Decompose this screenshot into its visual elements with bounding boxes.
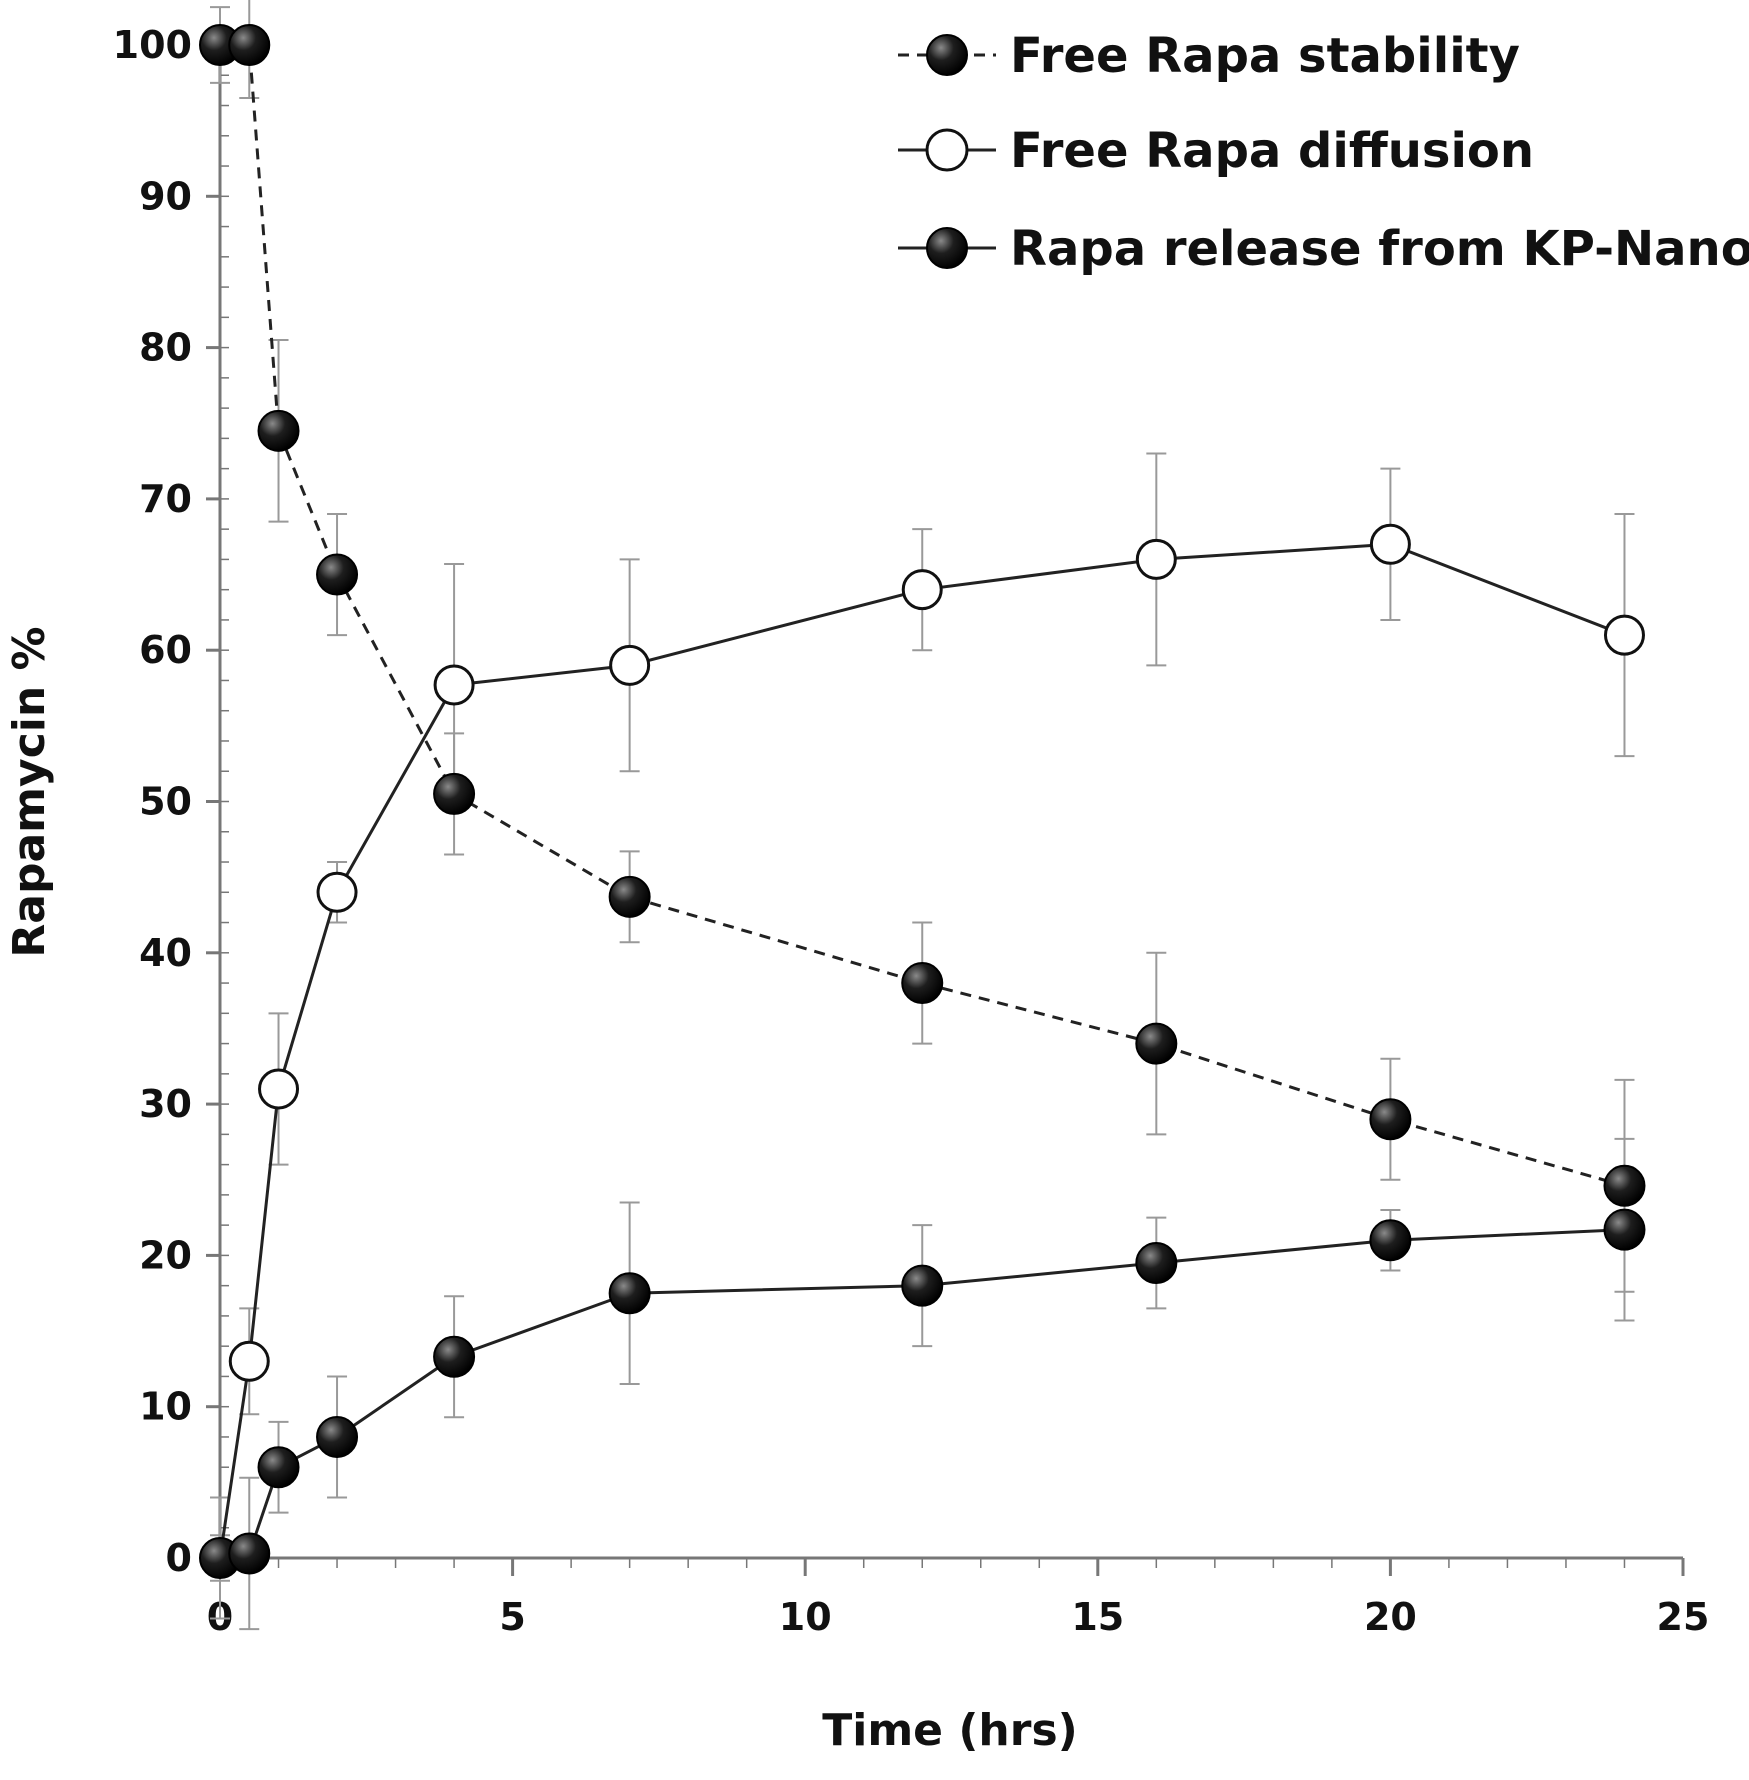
y-tick-label: 40 [139, 931, 192, 975]
legend-marker-open [925, 128, 969, 172]
series-line-free-rapa-diffusion [218, 542, 1626, 1559]
y-tick-label: 70 [139, 477, 192, 521]
point-rapa-release-from-kp-nano [1135, 1241, 1178, 1284]
point-rapa-release-from-kp-nano [257, 1446, 300, 1489]
x-tick-label: 10 [779, 1595, 832, 1639]
y-tick-label: 60 [139, 628, 192, 672]
legend-marker-filled [926, 227, 968, 269]
point-free-rapa-diffusion [433, 664, 475, 706]
point-rapa-release-from-kp-nano [901, 1264, 944, 1307]
data-points [199, 24, 1646, 1579]
x-tick-label: 5 [499, 1595, 525, 1639]
point-free-rapa-stability [316, 553, 359, 596]
point-free-rapa-diffusion [316, 871, 358, 913]
y-tick-label: 100 [113, 23, 192, 67]
y-tick-label: 0 [166, 1536, 192, 1580]
point-free-rapa-diffusion [258, 1068, 300, 1110]
y-axis-title: Rapamycin % [4, 626, 55, 957]
x-tick-label: 20 [1364, 1595, 1417, 1639]
legend-entry-rapa-release-from-kp-nano: Rapa release from KP-Nano [898, 221, 1749, 277]
point-rapa-release-from-kp-nano [316, 1415, 359, 1458]
y-tick-label: 30 [139, 1082, 192, 1126]
legend-entry-free-rapa-diffusion: Free Rapa diffusion [898, 123, 1534, 179]
y-tick-label: 20 [139, 1233, 192, 1277]
point-free-rapa-diffusion [228, 1340, 270, 1382]
y-tick-label: 90 [139, 174, 192, 218]
point-free-rapa-stability [228, 24, 271, 66]
series-lines [218, 43, 1626, 1560]
point-free-rapa-stability [1603, 1164, 1646, 1207]
point-free-rapa-stability [901, 962, 944, 1005]
point-free-rapa-stability [1369, 1098, 1412, 1141]
point-free-rapa-stability [1135, 1022, 1178, 1065]
point-free-rapa-diffusion [1603, 614, 1645, 656]
series-line-rapa-release-from-kp-nano [219, 1228, 1625, 1560]
x-tick-label: 25 [1657, 1595, 1710, 1639]
legend: Free Rapa stability Free Rapa diffusion … [898, 28, 1749, 277]
series-line-free-rapa-stability [220, 43, 1625, 1188]
y-tick-label: 10 [139, 1385, 192, 1429]
point-rapa-release-from-kp-nano [1369, 1219, 1412, 1262]
point-free-rapa-diffusion [901, 569, 943, 611]
y-tick-label: 80 [139, 326, 192, 370]
point-rapa-release-from-kp-nano [433, 1335, 476, 1378]
point-free-rapa-diffusion [1369, 523, 1411, 565]
point-rapa-release-from-kp-nano [608, 1272, 651, 1315]
point-rapa-release-from-kp-nano [1603, 1208, 1646, 1251]
legend-label-free-rapa-stability: Free Rapa stability [1010, 28, 1520, 84]
point-free-rapa-diffusion [609, 644, 651, 686]
legend-label-rapa-release-from-kp-nano: Rapa release from KP-Nano [1010, 221, 1749, 277]
legend-label-free-rapa-diffusion: Free Rapa diffusion [1010, 123, 1534, 179]
point-free-rapa-stability [608, 875, 651, 918]
point-rapa-release-from-kp-nano [228, 1532, 271, 1575]
legend-marker-filled [926, 34, 968, 76]
legend-entry-free-rapa-stability: Free Rapa stability [898, 28, 1520, 84]
point-free-rapa-diffusion [1135, 538, 1177, 580]
point-free-rapa-stability [257, 409, 300, 452]
x-axis-title: Time (hrs) [822, 1705, 1078, 1756]
x-tick-label: 15 [1071, 1595, 1124, 1639]
y-tick-label: 50 [139, 780, 192, 824]
point-free-rapa-stability [433, 772, 476, 815]
